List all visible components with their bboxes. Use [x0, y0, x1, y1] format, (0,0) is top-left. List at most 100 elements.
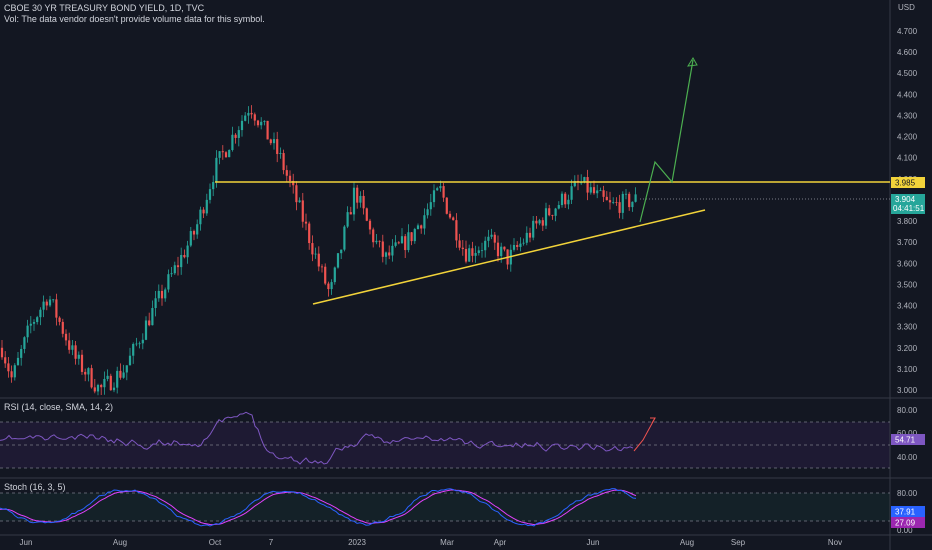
price-tick-label: 4.600 [897, 48, 918, 57]
candle-body [61, 321, 64, 334]
candle-body [436, 188, 439, 191]
candle-body [618, 202, 621, 213]
candle-body [490, 234, 493, 237]
support-trendline[interactable] [312, 209, 706, 305]
stoch-tick-label: 0.00 [897, 526, 913, 535]
candle-body [356, 187, 359, 203]
candle-body [548, 208, 551, 216]
candle-body [173, 265, 176, 274]
candle-body [109, 375, 112, 391]
candle-body [186, 245, 189, 258]
candle-body [205, 199, 208, 214]
candle-body [234, 134, 237, 138]
stoch-k-line[interactable] [0, 488, 637, 527]
stoch-pane-label[interactable]: Stoch (16, 3, 5) [4, 482, 66, 492]
candle-body [589, 187, 592, 193]
candle-body [330, 282, 333, 290]
candle-body [26, 325, 29, 338]
candle-body [10, 371, 13, 378]
candle-body [164, 289, 167, 299]
candle-body [317, 253, 320, 267]
candle-body [343, 226, 346, 250]
price-tick-label: 3.200 [897, 344, 918, 353]
symbol-title[interactable]: CBOE 30 YR TREASURY BOND YIELD, 1D, TVC [4, 3, 205, 13]
rsi-tick-label: 40.00 [897, 453, 918, 462]
current-price-badge-bg [891, 194, 925, 214]
candle-body [407, 232, 410, 251]
candle-body [77, 354, 80, 359]
candle-body [71, 345, 74, 350]
candle-body [362, 195, 365, 209]
candle-body [308, 223, 311, 244]
rsi-badge-bg [891, 434, 925, 445]
candle-body [112, 387, 116, 391]
candle-body [564, 193, 567, 205]
candle-body [519, 243, 522, 247]
candle-body [442, 186, 445, 198]
stoch-d-line[interactable] [0, 489, 637, 526]
candle-body [269, 139, 272, 144]
candle-body [532, 220, 535, 238]
candle-body [301, 200, 304, 222]
candle-body [372, 229, 375, 243]
stoch-tick-label: 80.00 [897, 489, 918, 498]
time-tick-label: Aug [680, 538, 694, 547]
candle-body [628, 193, 631, 208]
time-tick-label: Mar [440, 538, 454, 547]
candle-body [384, 252, 388, 257]
candle-body [580, 182, 583, 184]
time-axis[interactable]: Jun Aug Oct 7 2023 Mar Apr Jun Aug Sep Nov [20, 538, 843, 547]
projection-path[interactable] [639, 59, 694, 223]
candle-body [218, 151, 221, 158]
price-tick-label: 3.100 [897, 365, 918, 374]
price-tick-label: 4.100 [897, 154, 918, 163]
stoch-k-badge: 37.91 [895, 508, 916, 517]
candle-body [87, 368, 90, 375]
candle-body [96, 384, 100, 392]
candle-body [477, 250, 480, 254]
candle-body [359, 195, 362, 203]
stoch-d-badge: 27.09 [895, 519, 916, 528]
resistance-badge-bg [891, 177, 925, 188]
candle-body [93, 387, 96, 392]
candle-body [189, 231, 192, 246]
candle-body [84, 371, 87, 375]
candle-body [311, 243, 314, 255]
candle-body [276, 139, 279, 154]
candle-body [32, 322, 36, 324]
candle-body [471, 248, 474, 256]
projection-arrowhead [687, 57, 698, 67]
candle-body [458, 240, 461, 248]
candle-body [560, 193, 564, 206]
candle-body [439, 186, 442, 189]
candle-body [525, 232, 528, 243]
candle-body [368, 220, 372, 230]
candle-body [192, 231, 196, 235]
candle-body [634, 194, 637, 202]
rsi-axis[interactable]: 80.00 60.00 40.00 [897, 406, 918, 462]
price-tick-label: 3.000 [897, 386, 918, 395]
rsi-line[interactable] [0, 411, 634, 465]
candle-body [250, 112, 253, 115]
time-tick-label: 2023 [348, 538, 366, 547]
candle-body [496, 242, 500, 257]
candle-body [631, 201, 634, 208]
rsi-pane-label[interactable]: RSI (14, close, SMA, 14, 2) [4, 402, 114, 412]
resistance-badge: 3.985 [895, 179, 916, 188]
candle-body [58, 317, 61, 322]
candle-body [125, 365, 128, 373]
price-tick-label: 3.500 [897, 280, 918, 289]
candle-body [20, 348, 23, 358]
candle-body [154, 298, 157, 309]
candle-body [295, 185, 298, 203]
time-tick-label: Apr [494, 538, 507, 547]
candle-body [612, 202, 615, 203]
candle-body [484, 240, 487, 251]
candle-body [29, 323, 32, 326]
candle-body [263, 120, 266, 122]
candle-body [304, 221, 308, 224]
candle-body [324, 266, 327, 284]
candle-body [208, 189, 212, 200]
candle-body [336, 253, 340, 268]
